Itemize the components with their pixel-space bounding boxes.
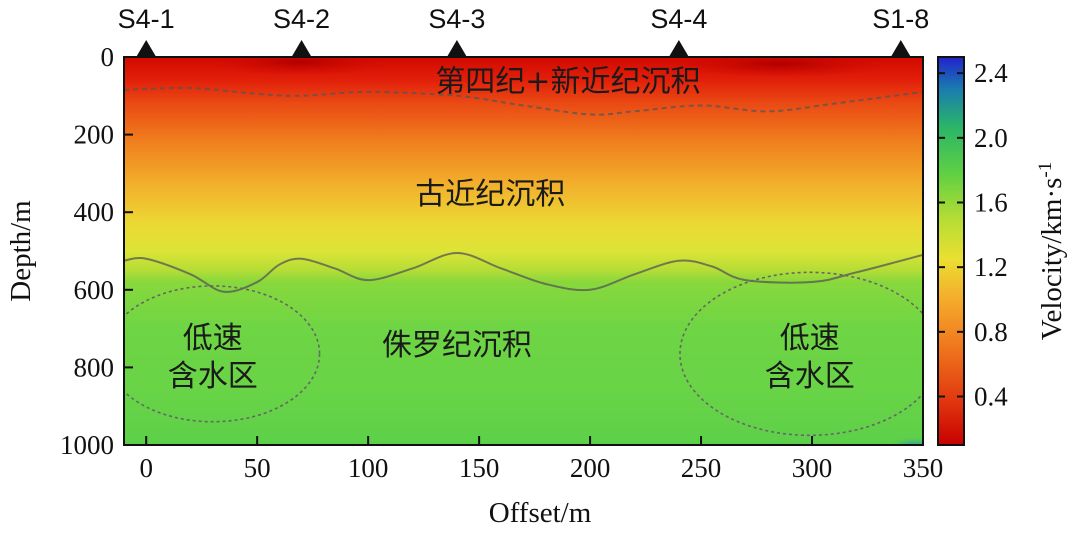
- x-axis-title: Offset/m: [489, 497, 592, 529]
- low-velocity-zone-label-line2: 含水区: [168, 359, 258, 394]
- y-tick-label: 0: [101, 42, 115, 72]
- colorbar-tick-label: 1.2: [974, 252, 1008, 282]
- station-marker: [890, 40, 911, 57]
- high-velocity-patch: [885, 422, 923, 445]
- station-marker: [446, 40, 467, 57]
- colorbar-tick-label: 2.0: [974, 123, 1008, 153]
- station-label: S4-4: [650, 4, 707, 34]
- colorbar-scale: [937, 56, 965, 446]
- x-tick-label: 150: [459, 453, 500, 483]
- solid-boundary-line: [124, 251, 923, 293]
- station-label: S4-2: [273, 4, 330, 34]
- x-tick-label: 300: [792, 453, 833, 483]
- y-axis: 0 200 400 600 800 1000: [60, 42, 133, 460]
- layer-label: 古近纪沉积: [415, 177, 565, 212]
- station-label: S4-3: [428, 4, 485, 34]
- low-velocity-zone-outline: [679, 271, 923, 437]
- x-axis: 0 50 100 150 200 250 300 350: [139, 436, 943, 483]
- colorbar-title-superscript: -1: [1035, 162, 1056, 178]
- station-marker: [291, 40, 312, 57]
- y-tick-label: 200: [74, 120, 115, 150]
- colorbar-tick-label: 1.6: [974, 188, 1008, 218]
- colorbar-ticks: 0.4 0.8 1.2 1.6 2.0 2.4: [938, 58, 1008, 412]
- colorbar-tick-label: 2.4: [974, 58, 1008, 88]
- station-label: S1-8: [872, 4, 929, 34]
- dark-red-patch: [670, 57, 890, 78]
- x-tick-label: 50: [244, 453, 271, 483]
- y-tick-label: 800: [74, 352, 115, 382]
- velocity-field: [124, 57, 923, 445]
- high-velocity-patch: [602, 434, 778, 445]
- x-tick-label: 350: [903, 453, 944, 483]
- station-markers: S4-1 S4-2 S4-3 S4-4 S1-8: [118, 4, 929, 57]
- station-marker: [136, 40, 157, 57]
- high-velocity-patch: [124, 431, 180, 445]
- y-tick-label: 600: [74, 275, 115, 305]
- colorbar-tick-label: 0.8: [974, 317, 1008, 347]
- low-velocity-zone-label-line1: 低速: [183, 321, 243, 356]
- x-tick-label: 0: [139, 453, 153, 483]
- colorbar-title-main: Velocity/km·s: [1036, 178, 1068, 341]
- layer-label: 侏罗纪沉积: [382, 328, 532, 363]
- low-velocity-zone-label-line2: 含水区: [765, 359, 855, 394]
- station-marker: [668, 40, 689, 57]
- x-tick-label: 200: [570, 453, 611, 483]
- dashed-boundary-line: [124, 86, 923, 116]
- colorbar-tick-label: 0.4: [974, 382, 1008, 412]
- colorbar-title: Velocity/km·s-1: [1035, 162, 1068, 341]
- y-axis-title: Depth/m: [5, 200, 37, 302]
- station-label: S4-1: [118, 4, 175, 34]
- colorbar: 0.4 0.8 1.2 1.6 2.0 2.4 Velocity/km·s-1: [937, 56, 1068, 446]
- low-velocity-zone-label-line1: 低速: [780, 321, 840, 356]
- x-tick-label: 250: [681, 453, 722, 483]
- y-tick-label: 400: [74, 197, 115, 227]
- layer-label: 第四纪+新近纪沉积: [435, 64, 700, 99]
- y-tick-label: 1000: [60, 430, 114, 460]
- low-velocity-zone-outline: [124, 285, 321, 423]
- x-tick-label: 100: [348, 453, 389, 483]
- plot-frame: [123, 56, 924, 446]
- dark-red-patch: [210, 57, 390, 76]
